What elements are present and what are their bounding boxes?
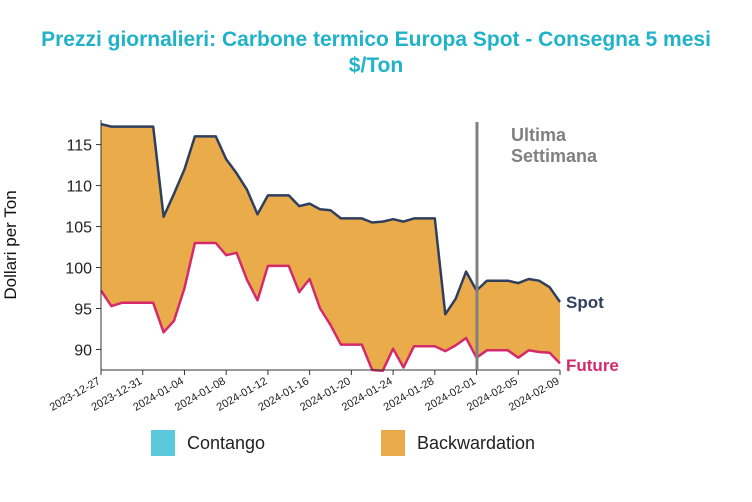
last-week-label-line2: Settimana [511, 146, 598, 166]
future-end-label: Future [566, 356, 619, 375]
y-tick-label: 90 [74, 343, 92, 360]
legend-label-contango: Contango [187, 432, 266, 453]
spot-line [100, 122, 562, 316]
legend: Contango Backwardation [0, 430, 752, 460]
future-line [99, 241, 561, 373]
y-tick-label: 115 [66, 138, 92, 155]
y-tick-label: 95 [74, 302, 92, 319]
last-week-label-line1: Ultima [511, 125, 567, 145]
y-axis-label: Dollari per Ton [1, 190, 20, 299]
legend-item-backwardation: Backwardation [381, 430, 535, 456]
chart-canvas: 90951001051101152023-12-272023-12-312024… [1, 120, 619, 414]
backwardation-area [101, 124, 560, 371]
chart-subtitle: $/Ton [348, 54, 404, 77]
legend-label-backwardation: Backwardation [417, 432, 536, 453]
legend-swatch-contango [151, 430, 175, 456]
y-tick-label: 100 [65, 261, 92, 278]
y-tick-label: 105 [65, 220, 92, 237]
legend-swatch-backwardation [381, 430, 405, 456]
chart-title: Prezzi giornalieri: Carbone termico Euro… [41, 28, 711, 51]
legend-item-contango: Contango [151, 430, 265, 456]
y-tick-label: 110 [66, 179, 92, 196]
spot-end-label: Spot [566, 293, 604, 312]
